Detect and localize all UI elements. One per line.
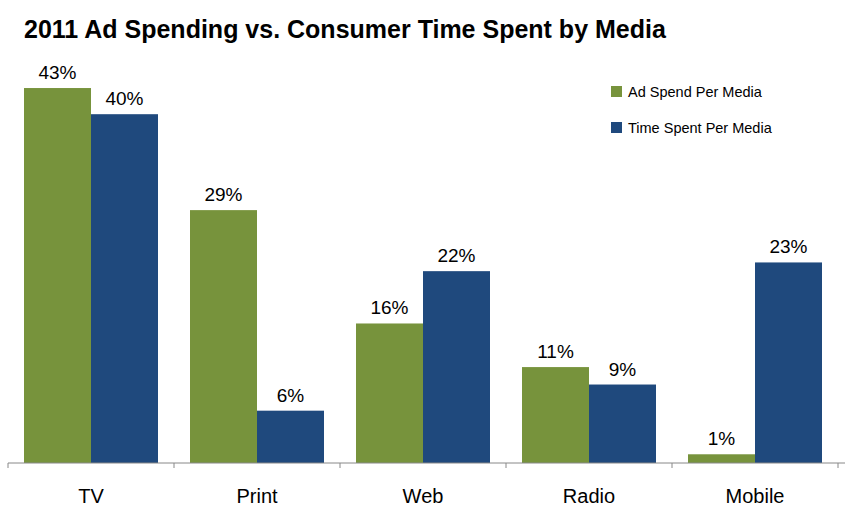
bar <box>24 88 91 463</box>
bar <box>356 323 423 463</box>
legend-swatch <box>611 122 622 133</box>
category-label: Print <box>236 485 278 507</box>
category-label: Mobile <box>726 485 785 507</box>
bars <box>24 88 822 463</box>
data-label: 29% <box>204 184 242 205</box>
data-label: 1% <box>708 428 736 449</box>
category-tick <box>8 463 9 468</box>
data-label: 40% <box>105 88 143 109</box>
bar <box>423 271 490 463</box>
data-label: 43% <box>38 62 76 83</box>
category-label: TV <box>78 485 104 507</box>
bar <box>688 454 755 463</box>
data-label: 9% <box>609 359 637 380</box>
data-label: 6% <box>277 385 305 406</box>
category-label: Radio <box>563 485 615 507</box>
bar <box>257 411 324 463</box>
legend: Ad Spend Per Media Time Spent Per Media <box>611 84 773 136</box>
legend-label: Time Spent Per Media <box>628 120 773 136</box>
bar <box>589 385 656 463</box>
bar <box>755 262 822 463</box>
legend-label: Ad Spend Per Media <box>628 84 763 100</box>
category-tick <box>174 463 175 468</box>
category-tick <box>340 463 341 468</box>
data-label: 11% <box>537 341 574 362</box>
legend-swatch <box>611 86 622 97</box>
bar <box>91 114 158 463</box>
chart: 2011 Ad Spending vs. Consumer Time Spent… <box>0 0 852 513</box>
category-tick <box>672 463 673 468</box>
x-axis <box>8 463 845 464</box>
bar <box>190 210 257 463</box>
category-tick <box>506 463 507 468</box>
bar <box>522 367 589 463</box>
data-label: 16% <box>370 297 408 318</box>
title: 2011 Ad Spending vs. Consumer Time Spent… <box>24 15 667 43</box>
category-tick <box>838 463 839 468</box>
data-label: 23% <box>769 236 807 257</box>
category-label: Web <box>403 485 444 507</box>
labels: 43% 29% 16% 11% 1% 40% 6% 22% 9% 23% <box>38 62 807 449</box>
data-label: 22% <box>437 245 475 266</box>
